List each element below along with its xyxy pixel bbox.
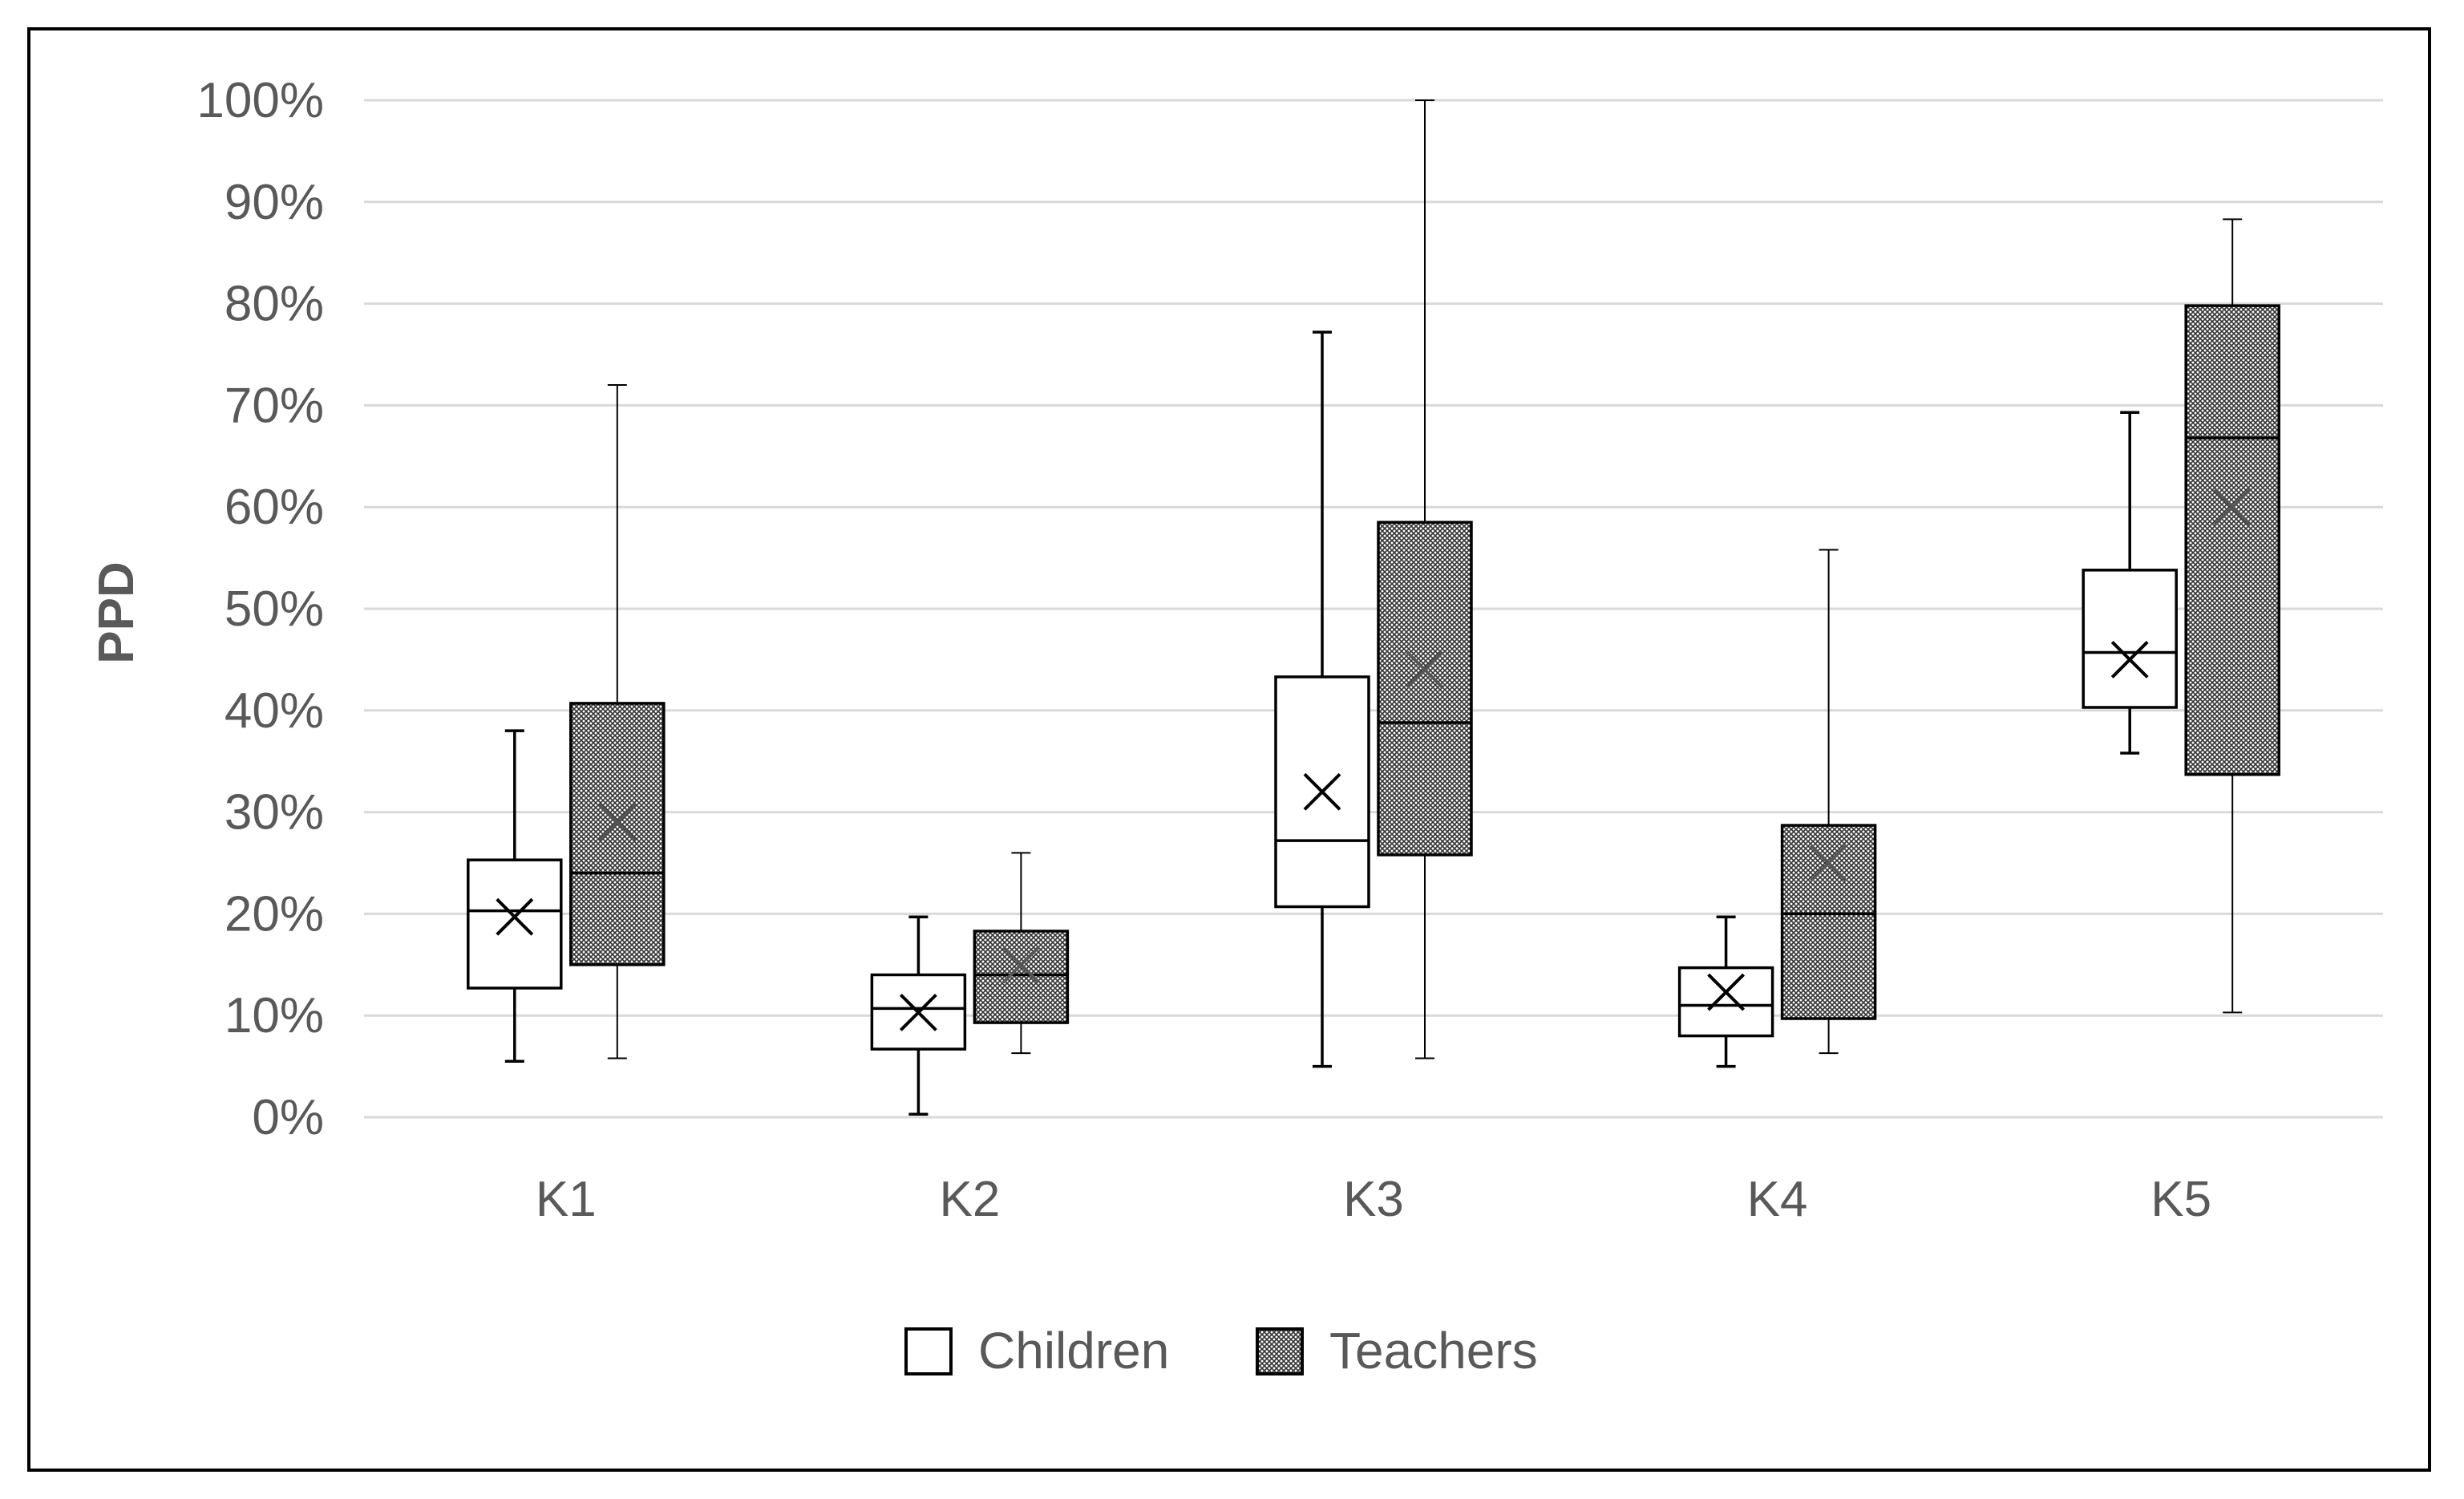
mean-marker [1707, 973, 1746, 1011]
y-tick-label: 70% [225, 378, 324, 433]
box-body [1377, 521, 1473, 857]
box-children-k4 [1677, 915, 1774, 1068]
x-tick-label: K5 [2150, 1172, 2211, 1227]
legend-label-children: Children [978, 1322, 1169, 1379]
box-children-k5 [2082, 411, 2178, 755]
x-tick-label: K4 [1747, 1172, 1808, 1227]
legend-swatch-children [904, 1327, 953, 1375]
box-children-k1 [467, 729, 563, 1063]
box-body [2082, 569, 2178, 709]
x-tick-label: K1 [536, 1172, 597, 1227]
legend-swatch-teachers [1256, 1327, 1304, 1375]
box-body [973, 930, 1070, 1024]
x-tick-label: K2 [939, 1172, 1000, 1227]
mean-marker [1303, 772, 1341, 811]
mean-marker [899, 993, 937, 1031]
box-body [1274, 675, 1370, 909]
y-tick-label: 100% [196, 73, 324, 128]
box-body [1780, 824, 1877, 1020]
y-axis-title: PPD [89, 561, 144, 663]
mean-marker [1810, 844, 1848, 882]
plot-area [467, 99, 2280, 1116]
box-children-k3 [1274, 330, 1370, 1068]
y-axis: 0% 10% 20% 30% 40% 50% 60% 70% 80% 90% 100% [196, 73, 324, 1145]
y-tick-label: 10% [225, 988, 324, 1043]
box-children-k2 [870, 915, 967, 1116]
mean-marker [1406, 650, 1444, 689]
y-tick-label: 50% [225, 581, 324, 637]
box-body [467, 858, 563, 990]
y-tick-label: 60% [225, 480, 324, 535]
y-tick-label: 90% [225, 175, 324, 230]
x-axis: K1 K2 K3 K4 K5 [536, 1172, 2211, 1227]
box-teachers-k5 [2184, 218, 2280, 1014]
chart-frame: 0% 10% 20% 30% 40% 50% 60% 70% 80% 90% 100% PPD K1… [27, 27, 2431, 1472]
box-teachers-k3 [1377, 99, 1473, 1059]
box-teachers-k1 [569, 384, 666, 1059]
box-teachers-k2 [973, 852, 1070, 1055]
y-tick-label: 20% [225, 886, 324, 942]
y-tick-label: 30% [225, 785, 324, 841]
legend: Children Teachers [904, 1322, 1538, 1379]
x-tick-label: K3 [1343, 1172, 1404, 1227]
gridlines [364, 99, 2383, 1119]
y-tick-label: 80% [225, 277, 324, 332]
legend-label-teachers: Teachers [1329, 1322, 1538, 1379]
mean-marker [1001, 946, 1040, 984]
mean-marker [496, 897, 534, 936]
mean-marker [598, 803, 637, 841]
mean-marker [2213, 488, 2252, 526]
box-teachers-k4 [1780, 549, 1877, 1055]
box-body [2184, 304, 2280, 776]
mean-marker [2110, 640, 2149, 679]
box-body [1677, 966, 1774, 1038]
box-body [569, 702, 666, 966]
box-plot-chart: 0% 10% 20% 30% 40% 50% 60% 70% 80% 90% 100% PPD K1… [89, 73, 2383, 1379]
y-tick-label: 0% [252, 1090, 324, 1145]
y-tick-label: 40% [225, 683, 324, 739]
